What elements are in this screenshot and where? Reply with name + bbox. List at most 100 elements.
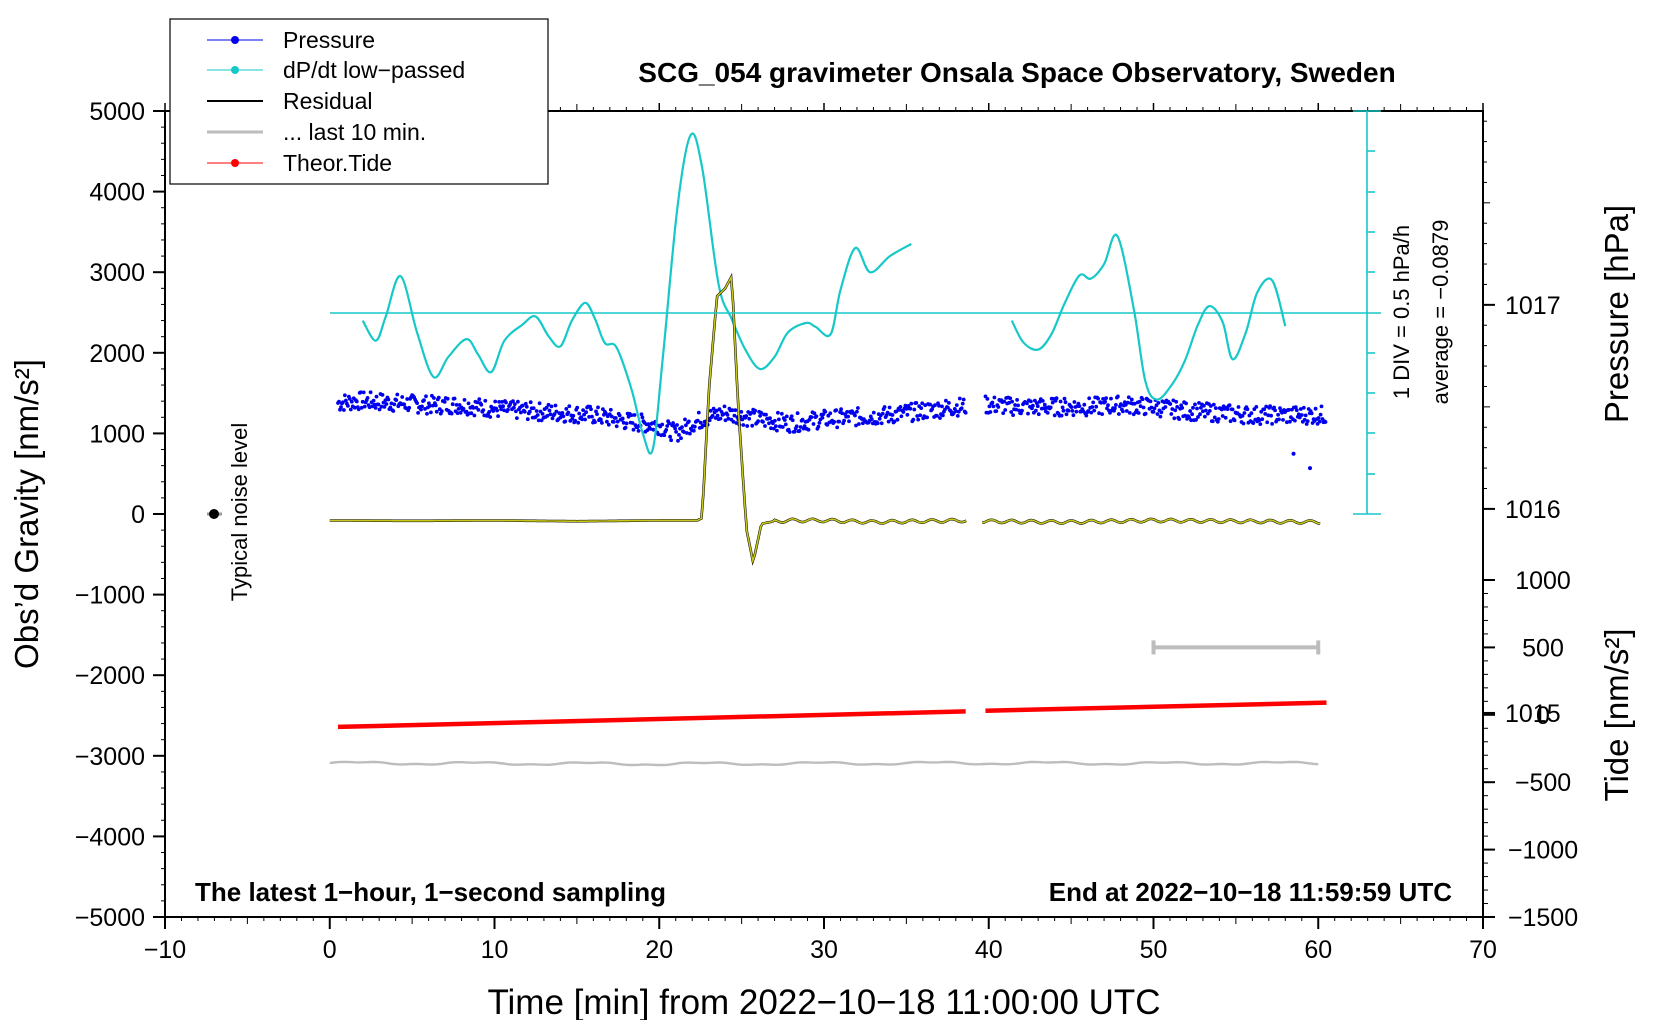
pressure-point <box>665 424 670 428</box>
pressure-point <box>857 422 861 426</box>
pressure-point <box>1203 414 1207 419</box>
pressure-point <box>894 409 899 414</box>
pressure-point <box>1318 412 1323 417</box>
pressure-point <box>1119 402 1123 406</box>
pressure-point <box>879 421 884 426</box>
pressure-point <box>1245 407 1250 412</box>
pressure-point <box>908 406 913 411</box>
pressure-point <box>1141 405 1146 410</box>
pressure-point <box>1082 402 1087 407</box>
pressure-point <box>677 433 681 437</box>
x-tick-label: −10 <box>144 936 186 964</box>
pressure-point <box>1126 395 1131 400</box>
pressure-point <box>1087 396 1092 401</box>
pressure-point <box>940 404 944 409</box>
tide-series-line <box>337 709 966 730</box>
pressure-point <box>550 416 555 421</box>
pressure-point <box>372 402 377 407</box>
pressure-point <box>928 402 932 407</box>
pressure-point <box>941 413 945 418</box>
pressure-point <box>499 407 503 412</box>
pressure-point <box>1303 413 1308 418</box>
tide-axis-label: Tide [nm/s²] <box>1598 629 1635 802</box>
pressure-point <box>359 405 364 410</box>
pressure-point <box>1113 406 1117 411</box>
pressure-point <box>1011 413 1015 417</box>
pressure-point <box>1264 404 1269 409</box>
pressure-point <box>636 429 641 433</box>
pressure-point <box>1002 399 1007 404</box>
pressure-point <box>520 403 525 408</box>
pressure-point <box>680 425 684 429</box>
x-axis-label: Time [min] from 2022−10−18 11:00:00 UTC <box>487 983 1160 1020</box>
pressure-point <box>488 415 493 419</box>
pressure-point <box>519 410 523 415</box>
pressure-point <box>1074 409 1079 414</box>
pressure-point <box>377 407 382 412</box>
pressure-point <box>1288 419 1292 424</box>
pressure-point <box>1077 404 1082 408</box>
pressure-point <box>1308 466 1313 471</box>
pressure-point <box>1016 403 1020 408</box>
pressure-point <box>960 401 965 406</box>
pressure-point <box>963 410 968 415</box>
pressure-point <box>1187 415 1191 420</box>
pressure-point <box>691 428 696 433</box>
pressure-point <box>695 418 700 423</box>
x-tick-label: 40 <box>975 936 1003 964</box>
pressure-point <box>1070 409 1075 413</box>
pressure-point <box>1132 401 1137 406</box>
pressure-point <box>847 419 851 424</box>
pressure-point <box>794 424 799 429</box>
pressure-point <box>392 402 397 407</box>
pressure-point <box>498 404 502 409</box>
pressure-point <box>595 412 599 416</box>
pressure-point <box>1171 398 1176 403</box>
pressure-point <box>1140 397 1145 402</box>
pressure-point <box>1199 405 1203 410</box>
pressure-point <box>535 413 540 417</box>
pressure-point <box>425 411 429 416</box>
pressure-point <box>944 398 948 403</box>
pressure-point <box>1270 422 1274 426</box>
pressure-point <box>905 412 910 417</box>
pressure-point <box>1266 413 1271 418</box>
pressure-point <box>545 413 550 418</box>
pressure-point <box>1254 405 1259 409</box>
legend: Pressure dP/dt low−passed Residual ... l… <box>169 18 549 185</box>
pressure-point <box>767 421 771 426</box>
pressure-point <box>682 430 686 434</box>
y-tick-label: 2000 <box>89 340 145 368</box>
pressure-point <box>475 400 480 405</box>
y-axis-label: Obs’d Gravity [nm/s²] <box>8 359 45 669</box>
y-tick-label: −1000 <box>75 582 145 610</box>
pressure-point <box>566 410 571 415</box>
pressure-point <box>994 409 999 413</box>
pressure-point <box>1063 400 1068 405</box>
pressure-point <box>346 404 350 408</box>
pressure-point <box>552 412 557 416</box>
pressure-point <box>1149 405 1154 410</box>
pressure-point <box>570 416 575 421</box>
pressure-point <box>1323 420 1328 424</box>
chart-title: SCG_054 gravimeter Onsala Space Observat… <box>638 57 1395 88</box>
pressure-point <box>897 408 902 412</box>
pressure-point <box>1268 404 1272 409</box>
pressure-point <box>1143 411 1148 416</box>
pressure-point <box>717 407 722 412</box>
pressure-point <box>783 422 788 427</box>
sampling-note: The latest 1−hour, 1−second sampling <box>195 877 666 907</box>
pressure-point <box>903 403 908 408</box>
pressure-point <box>1269 413 1273 418</box>
pressure-point <box>764 412 768 417</box>
pressure-point <box>814 414 819 419</box>
pressure-point <box>828 411 833 416</box>
noise-level-label: Typical noise level <box>227 423 252 602</box>
pressure-point <box>432 396 436 400</box>
pressure-point <box>1089 410 1094 415</box>
pressure-point <box>1172 416 1177 421</box>
pressure-point <box>1152 406 1157 411</box>
pressure-point <box>349 399 354 404</box>
pressure-point <box>1020 408 1024 413</box>
pressure-point <box>400 395 405 399</box>
